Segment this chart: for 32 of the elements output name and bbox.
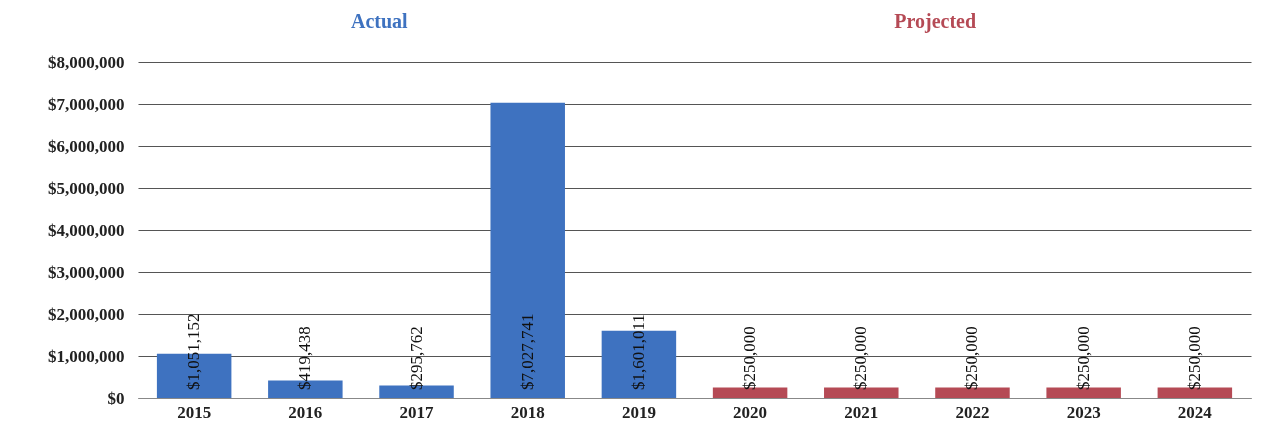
text: Actual	[350, 10, 409, 32]
x-tick-label: 2021	[844, 402, 879, 422]
y-tick-label: $2,000,000	[48, 304, 125, 324]
x-tick-label: 2020	[733, 402, 768, 422]
text: Projected	[894, 10, 977, 33]
y-tick-label: $1,000,000	[48, 346, 125, 366]
text: $1,601,011	[628, 314, 648, 390]
text: $7,027,741	[517, 313, 537, 390]
y-tick-label: $5,000,000	[48, 178, 125, 198]
text: $295,762	[406, 326, 426, 390]
x-tick-label: 2022	[955, 402, 990, 422]
text: $250,000	[962, 326, 982, 390]
text: $250,000	[1073, 326, 1093, 390]
x-tick-label: 2016	[288, 402, 323, 422]
x-tick-label: 2019	[621, 402, 656, 422]
text: $250,000	[1184, 326, 1204, 390]
x-tick-label: 2018	[510, 402, 545, 422]
text: $250,000	[851, 326, 871, 390]
text: $250,000	[740, 326, 760, 390]
x-tick-label: 2024	[1177, 402, 1213, 422]
text: $1,051,152	[184, 313, 204, 390]
y-tick-label: $4,000,000	[48, 220, 125, 240]
text: $419,438	[295, 326, 315, 390]
bar	[490, 102, 565, 398]
x-tick-label: 2015	[177, 402, 212, 422]
y-tick-label: $8,000,000	[48, 52, 125, 72]
y-tick-label: $0	[107, 388, 125, 408]
y-tick-label: $3,000,000	[48, 262, 125, 282]
y-tick-label: $6,000,000	[48, 136, 125, 156]
x-tick-label: 2017	[399, 402, 435, 422]
y-tick-label: $7,000,000	[48, 94, 125, 114]
x-tick-label: 2023	[1066, 402, 1101, 422]
